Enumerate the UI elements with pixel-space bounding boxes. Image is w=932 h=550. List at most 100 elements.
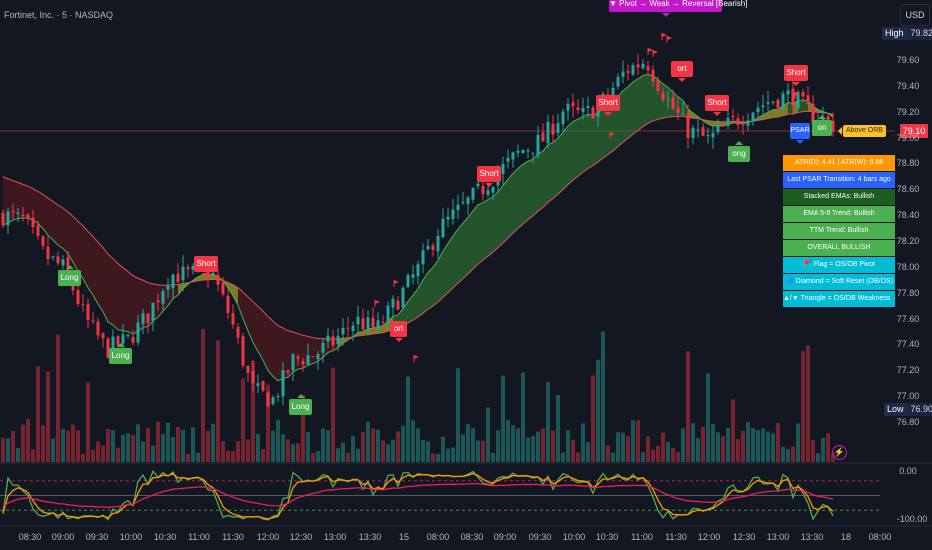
- low-badge: Low 76.90: [884, 403, 932, 416]
- ema-cloud-segment: [443, 243, 448, 298]
- candle-body: [546, 122, 550, 143]
- ema-cloud-segment: [73, 216, 78, 272]
- candle-body: [691, 127, 695, 138]
- candle-body: [316, 354, 320, 360]
- short-signal: ort: [390, 321, 407, 342]
- volume-bar: [391, 439, 395, 462]
- candle-body: [561, 111, 565, 125]
- candle-body: [611, 87, 615, 97]
- ema-cloud-segment: [363, 328, 368, 336]
- ema-cloud-segment: [498, 185, 503, 248]
- ema-cloud-segment: [538, 151, 543, 212]
- volume-bar: [66, 430, 70, 462]
- candle-body: [396, 300, 400, 310]
- volume-bar: [301, 395, 305, 462]
- volume-bar: [151, 445, 155, 462]
- time-tick: 11:00: [188, 532, 210, 542]
- volume-bar: [756, 430, 760, 462]
- volume-bar: [291, 444, 295, 462]
- time-tick: 13:00: [766, 532, 790, 542]
- volume-bar: [61, 428, 65, 462]
- candle-body: [651, 69, 655, 82]
- volume-bar: [481, 440, 485, 462]
- ema-cloud-segment: [68, 211, 73, 262]
- osc-orange-line: [2, 472, 834, 520]
- ema-cloud-segment: [528, 159, 533, 220]
- candle-body: [531, 152, 535, 154]
- candle-body: [131, 337, 135, 343]
- volume-bar: [181, 429, 185, 462]
- volume-bar: [356, 448, 360, 462]
- volume-bar: [551, 430, 555, 462]
- ema-cloud-segment: [553, 138, 558, 199]
- info-table-row: 🔷 Diamond = Soft Reset (OB/OS): [783, 274, 895, 290]
- ema-cloud-segment: [178, 283, 183, 296]
- ema-cloud-segment: [278, 325, 283, 381]
- time-tick: 09:30: [85, 532, 109, 542]
- candle-body: [551, 123, 555, 135]
- osc-pink-line: [2, 482, 834, 509]
- flag-shape: [795, 92, 800, 96]
- ema-cloud-segment: [503, 179, 508, 243]
- volume-bar: [281, 434, 285, 462]
- volume-bar: [646, 436, 650, 462]
- ema-cloud-segment: [263, 311, 268, 371]
- candle-body: [591, 107, 595, 119]
- flag-shape: [662, 33, 667, 37]
- lightning-icon[interactable]: ⚡: [832, 445, 847, 460]
- time-tick: 09:00: [493, 532, 517, 542]
- volume-bar: [26, 419, 30, 462]
- volume-bar: [696, 438, 700, 462]
- ema-cloud-segment: [603, 105, 608, 159]
- flag-icon: [393, 280, 399, 287]
- candle-body: [226, 295, 230, 314]
- candle-body: [461, 202, 465, 204]
- symbol-title[interactable]: Fortinet, Inc. · 5 · NASDAQ: [4, 10, 114, 20]
- price-tick: 77.80: [896, 287, 920, 298]
- volume-bar: [156, 421, 160, 462]
- candle-body: [421, 250, 425, 265]
- volume-bar: [206, 430, 210, 462]
- candle-body: [276, 396, 280, 398]
- ema-cloud-segment: [418, 279, 423, 317]
- candle-body: [16, 212, 20, 214]
- volume-bar: [716, 432, 720, 462]
- volume-bar: [636, 420, 640, 462]
- candle-body: [26, 214, 30, 219]
- flag-icon: [374, 300, 380, 307]
- candle-body: [771, 101, 775, 103]
- volume-bar: [501, 375, 505, 462]
- ema-cloud-segment: [93, 236, 98, 305]
- currency-button[interactable]: USD: [900, 4, 930, 26]
- candle-body: [326, 335, 330, 342]
- volume-bar: [466, 423, 470, 462]
- volume-bar: [31, 449, 35, 462]
- volume-bar: [456, 368, 460, 462]
- volume-bar: [611, 452, 615, 462]
- high-label: High: [882, 27, 907, 40]
- candle-body: [686, 114, 690, 139]
- candle-body: [166, 285, 170, 290]
- ema-cloud-segment: [253, 301, 258, 352]
- ema-cloud-segment: [23, 184, 28, 219]
- candle-body: [346, 327, 350, 329]
- ema-cloud-segment: [583, 114, 588, 173]
- ema-cloud-segment: [573, 119, 578, 181]
- price-tick: 78.80: [896, 158, 920, 169]
- flag-icon: [652, 50, 658, 57]
- candle-body: [356, 316, 360, 325]
- candle-body: [86, 304, 90, 320]
- time-tick: 08:30: [460, 532, 484, 542]
- ema-cloud-segment: [428, 267, 433, 310]
- candle-body: [181, 266, 185, 281]
- psar-signal: PSAR: [790, 123, 810, 144]
- candle-body: [136, 322, 140, 343]
- ema-cloud-segment: [103, 247, 108, 322]
- volume-bar: [486, 407, 490, 462]
- volume-bar: [731, 399, 735, 462]
- candle-body: [796, 92, 800, 109]
- volume-bar: [581, 423, 585, 462]
- volume-bar: [626, 435, 630, 462]
- ema-cloud-segment: [523, 161, 528, 224]
